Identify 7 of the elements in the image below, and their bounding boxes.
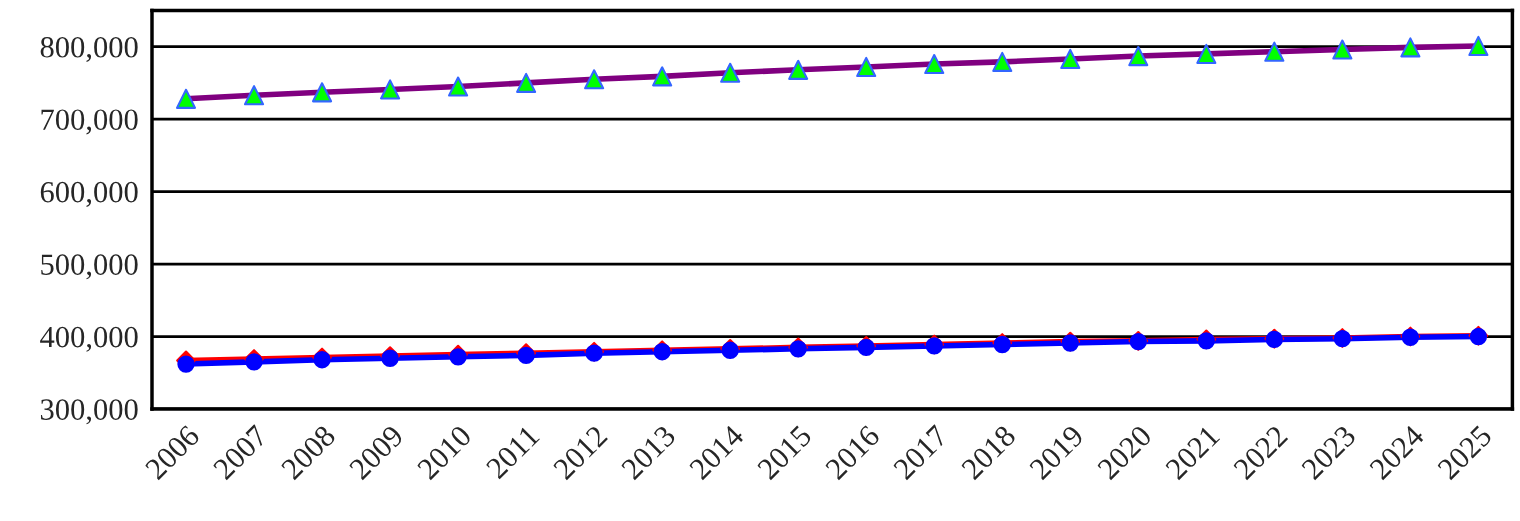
y-tick-label: 800,000 xyxy=(40,36,138,62)
y-tick-label: 400,000 xyxy=(40,326,138,352)
y-tick-label: 700,000 xyxy=(41,109,138,135)
y-tick-label: 600,000 xyxy=(40,181,138,207)
x-tick-label: 2011 xyxy=(485,424,541,480)
y-tick-label: 300,000 xyxy=(40,399,138,425)
y-tick-label: 500,000 xyxy=(41,254,138,280)
